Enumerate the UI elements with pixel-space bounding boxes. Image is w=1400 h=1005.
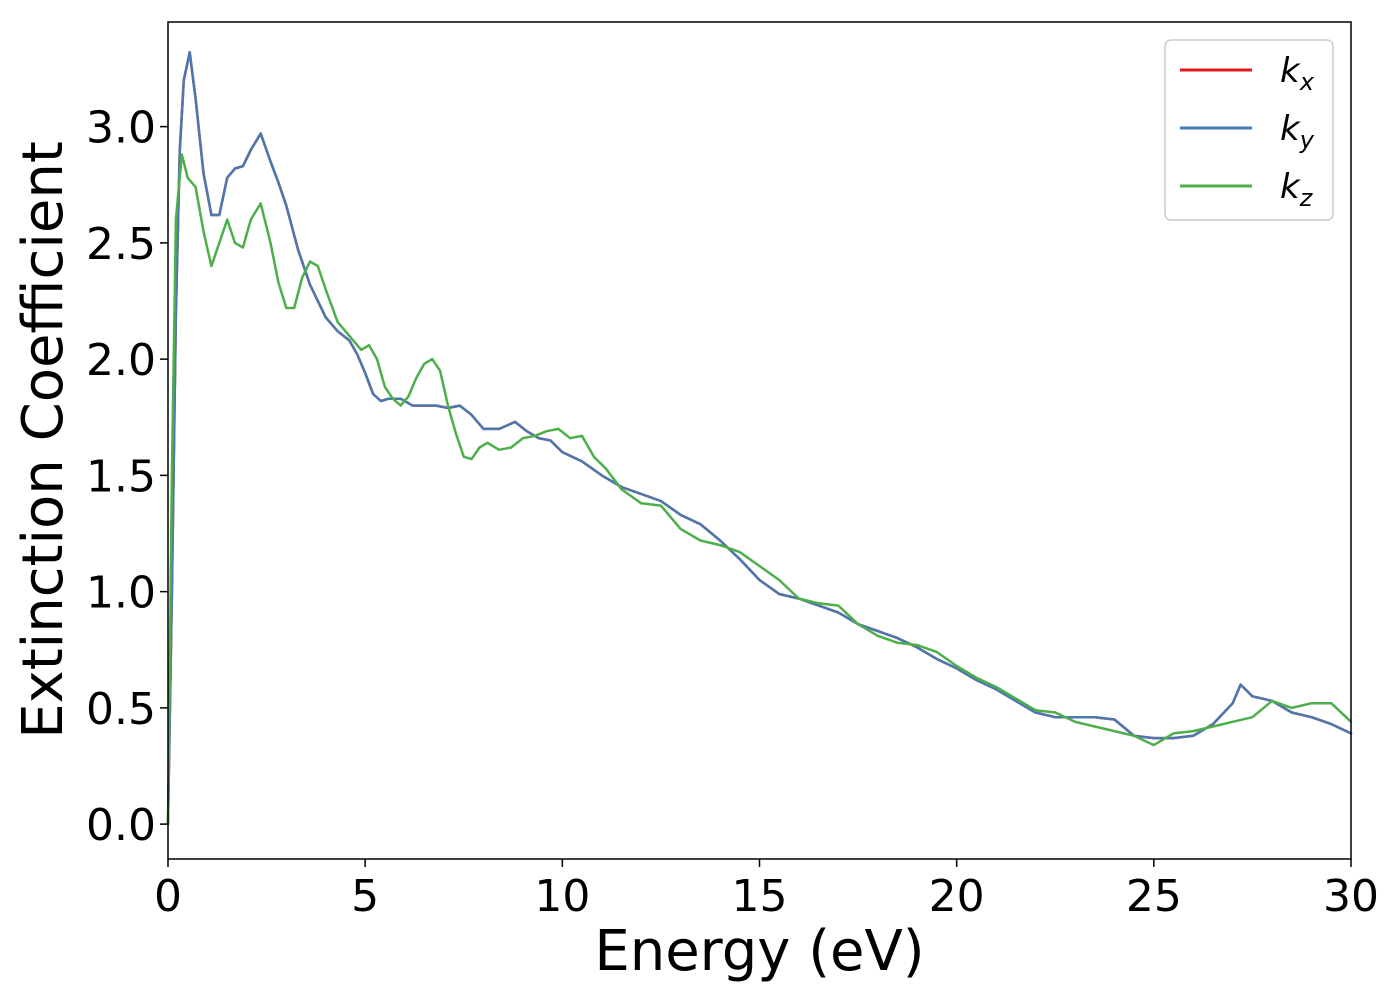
legend-label-base: k [1280, 51, 1301, 91]
legend-label-kz: kz [1280, 167, 1314, 212]
series-line-ky [166, 50, 1353, 826]
legend-box [1164, 39, 1334, 221]
series-layer [166, 50, 1353, 826]
y-tick-label: 1.5 [86, 451, 156, 502]
x-tick-label: 15 [732, 871, 788, 922]
y-axis: 0.0 0.5 1.0 1.5 2.0 2.5 3.0 [86, 103, 168, 851]
y-tick-label: 2.5 [86, 219, 156, 270]
x-tick-label: 0 [154, 871, 182, 922]
x-tick-label: 30 [1323, 871, 1379, 922]
legend-label-subscript: y [1299, 126, 1315, 154]
x-axis: 0 5 10 15 20 25 30 [154, 859, 1379, 922]
legend-label-ky: ky [1280, 109, 1315, 154]
series-line-kz [166, 153, 1353, 826]
legend-label-subscript: x [1299, 68, 1315, 96]
y-tick-label: 1.0 [86, 568, 156, 619]
x-tick-label: 20 [929, 871, 985, 922]
x-axis-label: Energy (eV) [594, 919, 924, 984]
y-axis-label: Extinction Coefficient [11, 141, 76, 739]
x-tick-label: 25 [1126, 871, 1182, 922]
legend-label-base: k [1280, 167, 1301, 207]
y-tick-label: 3.0 [86, 103, 156, 154]
y-tick-label: 0.5 [86, 684, 156, 735]
x-tick-label: 5 [351, 871, 379, 922]
y-tick-label: 0.0 [86, 800, 156, 851]
legend-label-subscript: z [1299, 184, 1314, 212]
x-tick-label: 10 [534, 871, 590, 922]
legend-label-base: k [1280, 109, 1301, 149]
legend-label-kx: kx [1280, 51, 1315, 96]
y-tick-label: 2.0 [86, 335, 156, 386]
